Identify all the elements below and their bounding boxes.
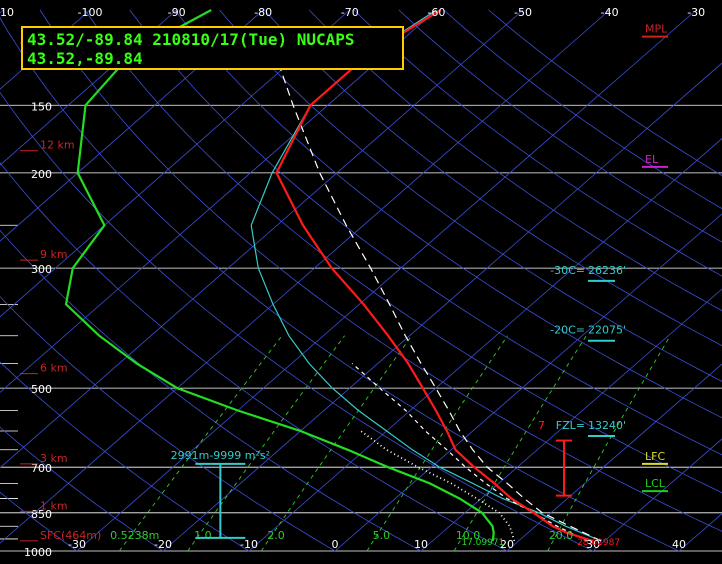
- mixing-ratio-line: [453, 335, 587, 552]
- mixing-ratio-line: [366, 335, 508, 552]
- mixing-ratio-label: 1.0: [194, 529, 212, 542]
- bottom-temp-tick-label: 20: [500, 538, 514, 551]
- dewpoint-line: [64, 9, 495, 542]
- height-level-value: 26236': [588, 264, 626, 277]
- dry-adiabat-line: [219, 9, 722, 382]
- height-level-value: 22075': [588, 324, 626, 337]
- bottom-temp-tick-label: -20: [154, 538, 172, 551]
- dry-adiabat-line: [0, 491, 78, 552]
- dry-adiabat-line: [308, 9, 722, 312]
- header-title: 43.52/-89.84 210810/17(Tue) NUCAPS: [27, 30, 355, 49]
- top-temp-tick-label: -100: [78, 6, 103, 19]
- top-temp-tick-label: -70: [341, 6, 359, 19]
- mixing-ratio-label: 2.0: [267, 529, 285, 542]
- dry-adiabat-line: [0, 296, 336, 552]
- dry-adiabat-line: [398, 9, 722, 243]
- isotherm-line: [0, 9, 524, 469]
- virtual-temperature-line: [250, 9, 602, 542]
- corner-label: 10: [0, 6, 14, 19]
- cape-bar-label: 2991m-9999 m²s²: [171, 449, 270, 462]
- pressure-tick-label: 150: [31, 100, 52, 113]
- mixing-ratio-line: [118, 335, 283, 552]
- isotherm-line: [76, 9, 697, 552]
- dry-adiabat-line: [0, 361, 250, 552]
- dry-adiabat-line: [353, 9, 722, 277]
- curves-layer: [64, 9, 602, 542]
- height-label: 9 km: [40, 248, 68, 261]
- top-temp-tick-label: -60: [427, 6, 445, 19]
- isotherm-line: [0, 9, 610, 544]
- mixing-ratio-label: 5.0: [373, 529, 391, 542]
- top-temp-tick-label: -90: [168, 6, 186, 19]
- top-temp-tick-label: -50: [514, 6, 532, 19]
- dry-adiabat-line: [488, 9, 722, 177]
- level-marker-label: LFC: [645, 450, 665, 463]
- isotherm-line: [0, 9, 437, 393]
- isotherm-line: [506, 363, 722, 552]
- dry-adiabat-line: [0, 162, 508, 552]
- level-marker-label: LCL: [645, 477, 666, 490]
- surface-dewpoint-value: 17.09971: [461, 538, 504, 548]
- bottom-temp-tick-label: 30: [586, 538, 600, 551]
- dry-adiabat-line: [443, 9, 722, 210]
- mixing-ratio-label: 20.0: [549, 529, 574, 542]
- pressure-tick-label: 1000: [24, 546, 52, 559]
- fzl-prefix-label: 7: [538, 419, 545, 432]
- height-level-value: 13240': [588, 419, 626, 432]
- height-level-label: -20C=: [550, 324, 585, 337]
- mixing-ratio-label: 10.0: [456, 529, 481, 542]
- temperature-line: [275, 9, 593, 542]
- height-label: 6 km: [40, 362, 68, 375]
- height-label: 12 km: [40, 139, 75, 152]
- pressure-tick-label: 500: [31, 383, 52, 396]
- isotherm-line: [334, 213, 722, 552]
- isotherm-line: [0, 9, 351, 318]
- mixing-ratio-label: 0.5238m: [110, 529, 159, 542]
- header-box-border: [21, 26, 404, 70]
- dry-adiabat-line: [0, 426, 164, 552]
- height-label: SFC(464m): [40, 529, 101, 542]
- isotherm-line: [0, 9, 177, 166]
- dry-adiabat-line: [0, 229, 422, 552]
- pressure-tick-label: 700: [31, 462, 52, 475]
- parcel-path-line: [274, 52, 602, 542]
- isotherm-line: [248, 138, 722, 552]
- bottom-temp-tick-label: -30: [68, 538, 86, 551]
- bottom-temp-tick-label: 10: [414, 538, 428, 551]
- isotherm-line: [162, 62, 722, 552]
- header-location: 43.52,-89.84: [27, 49, 143, 68]
- isotherm-line: [420, 288, 722, 552]
- pressure-tick-label: 300: [31, 263, 52, 276]
- surface-temperature-value: 28.62987: [577, 538, 620, 548]
- bottom-temp-tick-label: -10: [240, 538, 258, 551]
- dry-adiabat-line: [264, 9, 722, 347]
- dry-adiabat-line: [0, 17, 680, 552]
- level-marker-label: EL: [645, 153, 659, 166]
- height-level-label: -30C=: [550, 264, 585, 277]
- bottom-temp-tick-label: 40: [672, 538, 686, 551]
- pressure-tick-label: 200: [31, 168, 52, 181]
- mixing-ratio-line: [547, 335, 671, 552]
- grid-layer: [0, 9, 722, 552]
- level-marker-label: MPL: [645, 23, 668, 36]
- top-temp-tick-label: -30: [687, 6, 705, 19]
- height-label: 3 km: [40, 452, 68, 465]
- top-temp-tick-label: -80: [254, 6, 272, 19]
- top-temp-tick-label: -40: [601, 6, 619, 19]
- dry-adiabat-line: [39, 9, 722, 532]
- header-box: 43.52/-89.84 210810/17(Tue) NUCAPS 43.52…: [21, 26, 404, 70]
- dry-adiabat-line: [174, 9, 722, 419]
- mixing-ratio-line: [187, 335, 345, 552]
- bottom-temp-tick-label: 0: [332, 538, 339, 551]
- isotherm-line: [592, 438, 722, 552]
- height-level-label: FZL=: [556, 419, 585, 432]
- isotherm-line: [0, 9, 264, 242]
- height-label: 1 km: [40, 499, 68, 512]
